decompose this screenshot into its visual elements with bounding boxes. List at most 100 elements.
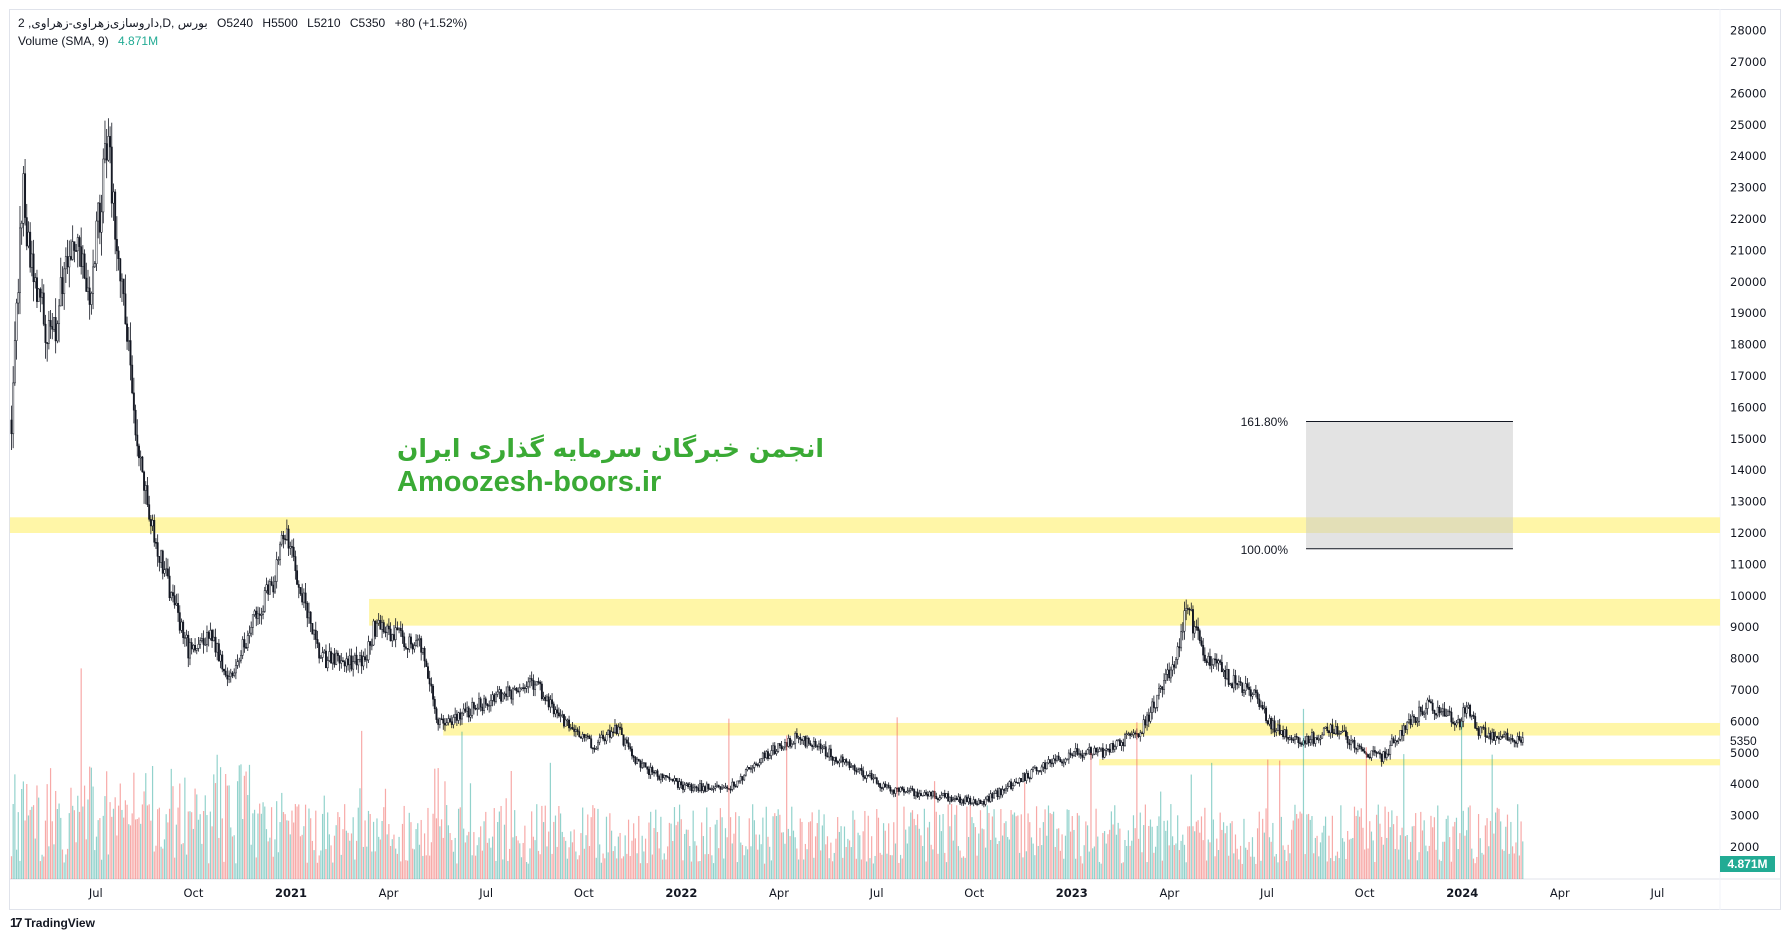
volume-bar (728, 718, 730, 879)
candle-body (705, 783, 708, 792)
candle-body (1421, 711, 1424, 715)
volume-bar (145, 773, 147, 879)
volume-bar (1034, 855, 1036, 879)
candle-body (1360, 746, 1363, 750)
candle-body (47, 320, 50, 344)
candle-body (556, 709, 559, 714)
candle-body (253, 610, 256, 615)
candle-body (960, 799, 963, 804)
volume-bar (352, 817, 354, 879)
candle-body (1343, 730, 1346, 732)
volume-bar (731, 843, 733, 879)
candle-body (1195, 626, 1198, 628)
symbol-legend: 2 ,داروسازی‌زهراوی-زهراوی,D, بورس O5240 … (18, 16, 473, 30)
candle-body (1096, 751, 1099, 753)
volume-bar (31, 806, 33, 879)
volume-bar (1508, 853, 1510, 879)
candle-body (591, 747, 594, 749)
time-tick-label: 2024 (1446, 886, 1478, 900)
candle-body (1375, 751, 1378, 754)
volume-bar (1357, 810, 1359, 879)
tradingview-logo[interactable]: 17 TradingView (10, 915, 95, 930)
chart-pane[interactable] (9, 9, 1781, 910)
volume-bar (143, 791, 145, 879)
candle-body (1210, 664, 1213, 666)
candle-body (1304, 740, 1307, 744)
candle-body (1319, 737, 1322, 740)
candle-body (879, 783, 882, 788)
candle-body (211, 630, 214, 641)
volume-indicator-label[interactable]: Volume (SMA, 9) (18, 34, 109, 48)
candle-body (1394, 740, 1397, 744)
volume-indicator-value: 4.871M (118, 34, 159, 48)
volume-bar (639, 863, 642, 879)
volume-bar (862, 831, 864, 879)
candle-body (1095, 747, 1098, 753)
volume-bar (1126, 845, 1128, 879)
candle-body (1373, 750, 1376, 753)
candle-body (1321, 734, 1324, 739)
volume-bar (1207, 839, 1209, 879)
candle-body (464, 708, 467, 712)
candle-body (750, 768, 752, 770)
candle-body (352, 661, 355, 670)
candle-body (386, 625, 389, 633)
candle-body (529, 678, 531, 683)
candle-body (709, 788, 712, 791)
volume-bar (1168, 845, 1170, 879)
candle-body (1181, 630, 1184, 633)
volume-bar (707, 854, 710, 879)
volume-bar (199, 814, 201, 879)
candle-body (335, 652, 338, 665)
candle-body (59, 277, 62, 307)
volume-bar (675, 825, 677, 879)
volume-bar (1136, 722, 1138, 879)
volume-bar (146, 805, 149, 879)
candle-body (1341, 730, 1344, 733)
candle-body (981, 801, 984, 804)
volume-bar (1290, 829, 1293, 879)
volume-bar (871, 836, 873, 879)
candle-body (1397, 738, 1400, 742)
volume-bar (646, 863, 648, 879)
volume-bar (51, 821, 53, 879)
candle-body (394, 627, 397, 640)
volume-bar (592, 805, 594, 879)
candle-body (1173, 664, 1176, 668)
candle-body (326, 660, 329, 669)
symbol-name[interactable]: 2 ,داروسازی‌زهراوی-زهراوی,D, بورس (18, 16, 208, 30)
candle-body (1494, 736, 1497, 741)
volume-bar (444, 781, 446, 879)
candle-body (139, 456, 142, 459)
candle-body (1457, 719, 1460, 724)
candle-body (955, 797, 958, 800)
volume-bar (1122, 862, 1124, 879)
candle-body (988, 796, 990, 802)
candle-body (1253, 689, 1256, 695)
volume-bar (226, 785, 228, 879)
volume-bar (930, 844, 932, 879)
price-tick-label: 18000 (1730, 338, 1767, 352)
candle-body (789, 738, 792, 747)
candle-body (1370, 750, 1373, 758)
candle-body (1396, 740, 1398, 742)
candle-body (1338, 733, 1341, 735)
volume-bar (517, 840, 519, 879)
volume-bar (527, 863, 529, 879)
candle-body (687, 783, 690, 787)
volume-bar (1513, 853, 1515, 879)
volume-bar (128, 824, 130, 879)
volume-bar (1214, 856, 1216, 879)
volume-bar (961, 857, 963, 879)
volume-bar (514, 810, 516, 879)
candle-body (654, 770, 657, 773)
candle-body (1509, 738, 1512, 740)
ohlc-change: +80 (+1.52%) (394, 16, 468, 30)
volume-bar (355, 840, 358, 879)
volume-bar (208, 863, 210, 879)
candle-body (10, 419, 13, 435)
candle-body (755, 763, 758, 766)
candle-body (1275, 730, 1278, 733)
volume-bar (90, 767, 92, 879)
